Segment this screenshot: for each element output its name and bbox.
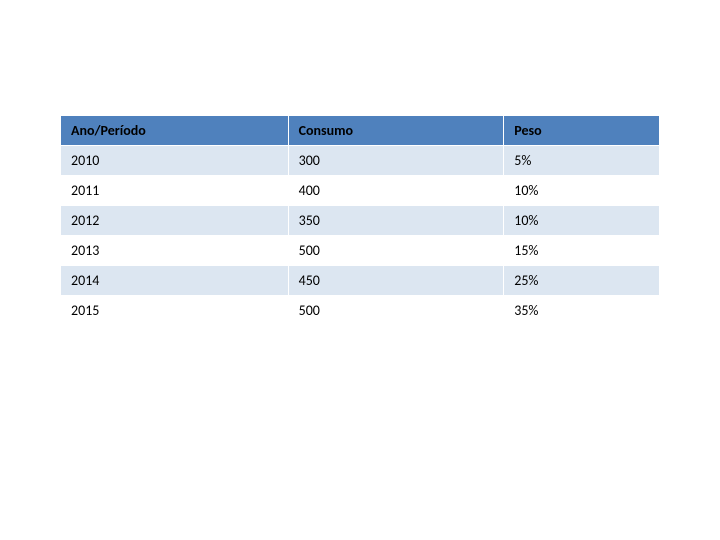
table-body: 2010 300 5% 2011 400 10% 2012 350 10% 20… <box>61 146 660 326</box>
table-row: 2012 350 10% <box>61 206 660 236</box>
cell-period: 2012 <box>61 206 289 236</box>
table-row: 2015 500 35% <box>61 296 660 326</box>
cell-weight: 25% <box>504 266 660 296</box>
cell-consumption: 350 <box>288 206 504 236</box>
column-header-weight: Peso <box>504 116 660 146</box>
cell-weight: 10% <box>504 206 660 236</box>
table-row: 2010 300 5% <box>61 146 660 176</box>
cell-weight: 10% <box>504 176 660 206</box>
column-header-period: Ano/Período <box>61 116 289 146</box>
cell-period: 2015 <box>61 296 289 326</box>
data-table: Ano/Período Consumo Peso 2010 300 5% 201… <box>60 115 660 326</box>
table-row: 2014 450 25% <box>61 266 660 296</box>
cell-consumption: 500 <box>288 236 504 266</box>
cell-consumption: 500 <box>288 296 504 326</box>
table-row: 2013 500 15% <box>61 236 660 266</box>
column-header-consumption: Consumo <box>288 116 504 146</box>
cell-period: 2010 <box>61 146 289 176</box>
cell-period: 2013 <box>61 236 289 266</box>
cell-weight: 5% <box>504 146 660 176</box>
cell-consumption: 300 <box>288 146 504 176</box>
cell-period: 2011 <box>61 176 289 206</box>
cell-period: 2014 <box>61 266 289 296</box>
cell-consumption: 450 <box>288 266 504 296</box>
table-row: 2011 400 10% <box>61 176 660 206</box>
cell-weight: 15% <box>504 236 660 266</box>
header-row: Ano/Período Consumo Peso <box>61 116 660 146</box>
cell-consumption: 400 <box>288 176 504 206</box>
table-header: Ano/Período Consumo Peso <box>61 116 660 146</box>
cell-weight: 35% <box>504 296 660 326</box>
